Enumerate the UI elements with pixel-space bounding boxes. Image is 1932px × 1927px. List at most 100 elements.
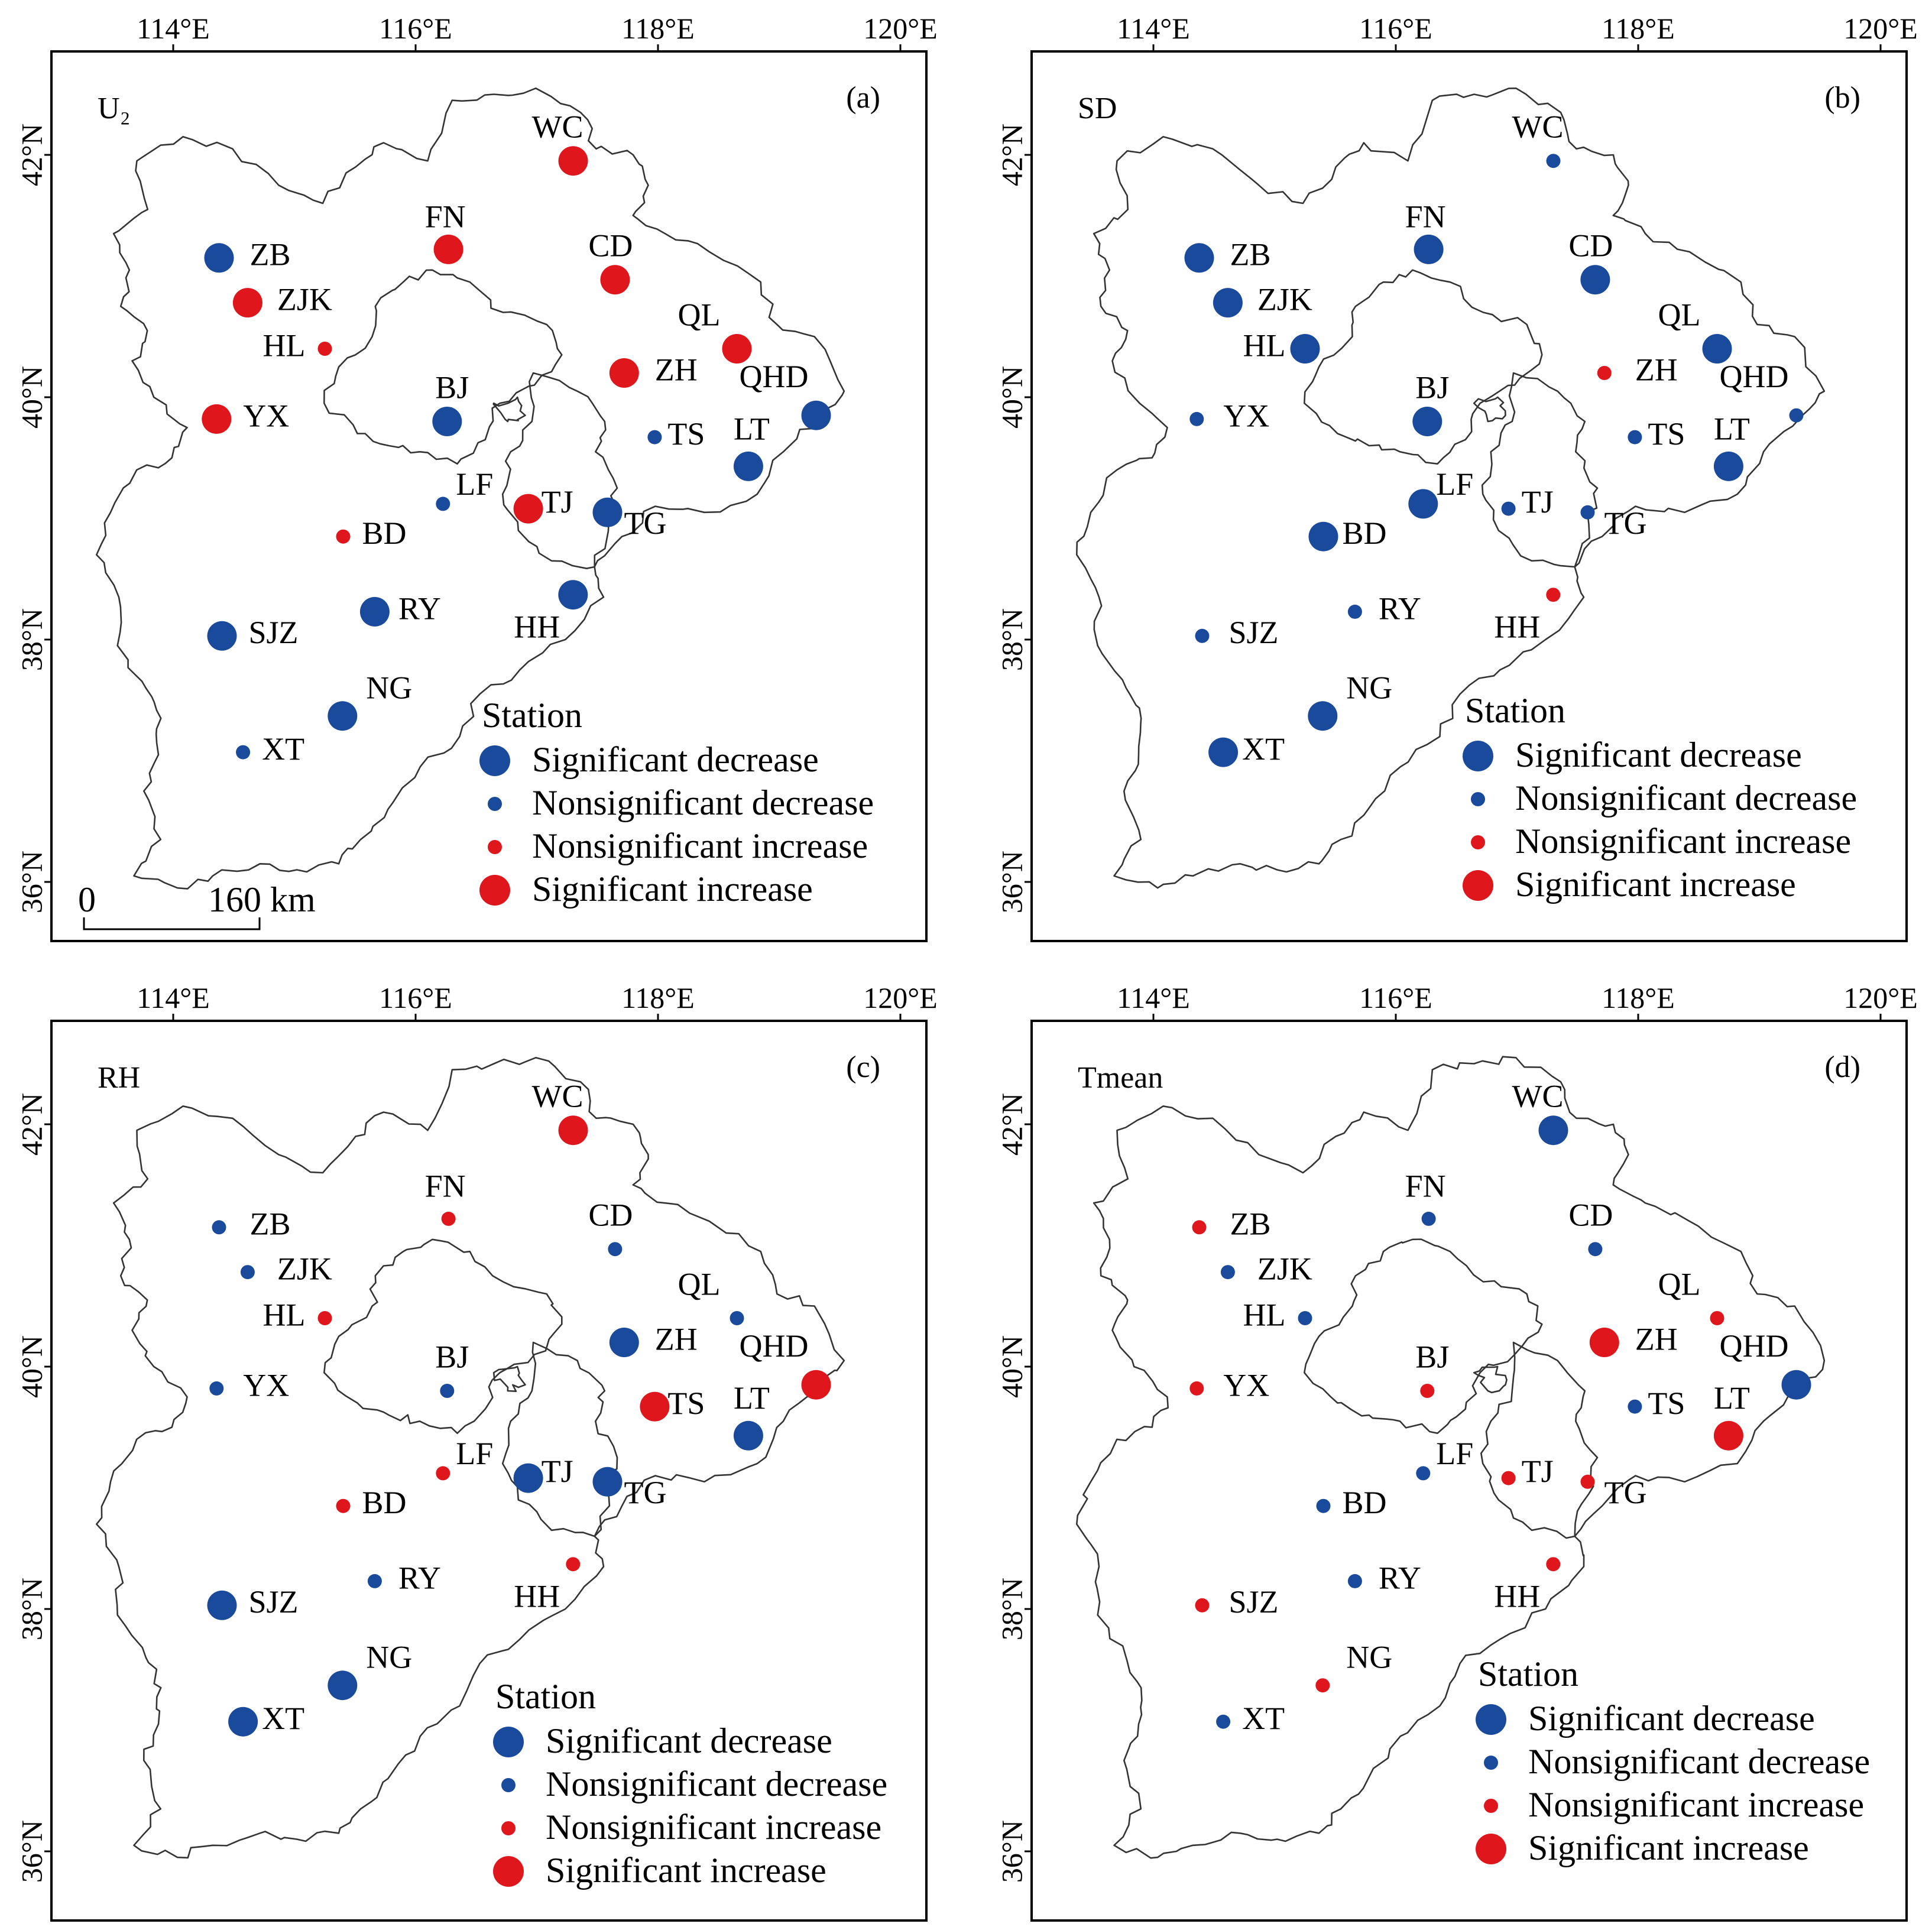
station-marker-tg: [1580, 1474, 1595, 1489]
panel-frame: [1030, 1020, 1908, 1922]
hebei-outline: [1076, 1056, 1826, 1859]
panel-variable-label: RH: [98, 1061, 140, 1095]
legend-symbol-nd: [1471, 792, 1485, 806]
station-marker-zjk: [1213, 288, 1243, 318]
station-marker-qhd: [801, 1370, 831, 1400]
panel-variable-label: SD: [1078, 92, 1117, 125]
station-label-qhd: QHD: [740, 1328, 809, 1364]
scale-bar: [83, 917, 261, 930]
station-marker-bd: [336, 1498, 351, 1513]
station-marker-bj: [1412, 407, 1442, 436]
legend-symbol-si: [1476, 1834, 1506, 1864]
legend-title: Station: [495, 1677, 596, 1716]
lon-tick-label: 118°E: [621, 981, 695, 1014]
enclave-outline: [492, 396, 526, 423]
station-label-yx: YX: [1223, 1367, 1269, 1403]
panel-tag: (b): [1824, 81, 1860, 115]
station-marker-tj: [1501, 501, 1516, 516]
station-label-tg: TG: [1604, 505, 1647, 541]
station-label-lt: LT: [734, 1380, 770, 1416]
station-label-sjz: SJZ: [249, 1584, 299, 1620]
station-marker-ry: [367, 1574, 382, 1588]
station-marker-cd: [600, 265, 630, 295]
legend-label: Significant increase: [1515, 865, 1796, 904]
lon-tick-label: 118°E: [621, 12, 695, 45]
station-marker-lt: [733, 1420, 763, 1451]
station-marker-ts: [640, 1391, 670, 1422]
station-label-zjk: ZJK: [277, 1251, 332, 1286]
station-marker-wc: [558, 146, 588, 176]
station-label-yx: YX: [1223, 398, 1269, 433]
station-label-ql: QL: [678, 297, 721, 332]
enclave-outline: [492, 1365, 526, 1392]
legend-label: Nonsignificant increase: [532, 826, 868, 865]
station-label-hh: HH: [1494, 1579, 1540, 1614]
station-label-cd: CD: [1568, 228, 1613, 264]
station-marker-ql: [722, 334, 752, 364]
station-marker-bd: [1308, 521, 1338, 552]
station-label-tg: TG: [624, 1475, 667, 1510]
station-label-yx: YX: [243, 1367, 289, 1403]
station-label-zb: ZB: [1230, 1206, 1271, 1242]
station-label-cd: CD: [588, 228, 633, 264]
legend-label: Significant decrease: [532, 740, 819, 779]
station-marker-hl: [317, 1311, 332, 1325]
station-marker-tj: [513, 1463, 543, 1493]
station-label-ry: RY: [398, 1560, 441, 1595]
map-panel-d: 114°E 116°E 118°E 120°E 36°N 38°N 40°N 42°N Tmea…: [995, 981, 1918, 1922]
hebei-outline: [1076, 87, 1826, 889]
lon-tick-label: 118°E: [1602, 981, 1675, 1014]
station-marker-yx: [209, 1381, 224, 1396]
station-marker-xt: [228, 1707, 258, 1737]
station-marker-qhd: [801, 400, 831, 430]
station-marker-yx: [1189, 411, 1204, 426]
station-label-hl: HL: [1243, 1297, 1286, 1332]
tianjin-outline: [501, 1341, 618, 1537]
station-label-xt: XT: [1242, 731, 1285, 767]
station-label-fn: FN: [1405, 199, 1446, 234]
station-label-yx: YX: [243, 398, 289, 433]
station-label-lt: LT: [1714, 411, 1750, 446]
lat-tick-label: 40°N: [15, 1335, 48, 1398]
lon-tick-label: 120°E: [1843, 981, 1918, 1014]
panel-tag: (d): [1824, 1050, 1860, 1084]
station-marker-fn: [433, 234, 463, 264]
station-marker-ng: [1315, 1678, 1330, 1693]
lat-tick-label: 36°N: [15, 851, 48, 913]
station-label-zh: ZH: [1635, 1321, 1678, 1357]
station-label-ts: TS: [667, 416, 705, 452]
station-label-wc: WC: [532, 109, 584, 145]
legend-label: Nonsignificant decrease: [1515, 778, 1857, 817]
lat-tick-label: 40°N: [995, 366, 1028, 429]
lat-tick-label: 36°N: [15, 1820, 48, 1883]
station-label-bj: BJ: [1415, 369, 1449, 405]
station-label-xt: XT: [1242, 1701, 1285, 1736]
panel-variable-label: Tmean: [1078, 1061, 1163, 1095]
beijing-outline: [1304, 1238, 1543, 1434]
station-marker-yx: [202, 404, 232, 434]
legend-symbol-ni: [1484, 1799, 1498, 1813]
lat-tick-label: 38°N: [15, 1578, 48, 1640]
lon-tick-label: 114°E: [137, 981, 210, 1014]
station-label-fn: FN: [425, 1168, 466, 1203]
station-label-xt: XT: [262, 731, 304, 767]
legend-label: Significant decrease: [1515, 735, 1802, 774]
legend-label: Nonsignificant decrease: [546, 1764, 887, 1803]
legend-label: Significant increase: [546, 1851, 826, 1890]
legend-label: Significant increase: [532, 870, 813, 909]
station-marker-ng: [328, 1670, 358, 1701]
station-marker-ql: [1702, 334, 1732, 364]
station-marker-fn: [441, 1211, 456, 1226]
station-label-lt: LT: [734, 411, 770, 446]
station-label-tj: TJ: [1522, 484, 1554, 520]
lat-tick-label: 42°N: [995, 1093, 1028, 1156]
station-label-zjk: ZJK: [1257, 1251, 1312, 1286]
scale-zero-label: 0: [78, 880, 96, 919]
station-marker-cd: [1588, 1242, 1603, 1257]
station-marker-hl: [317, 342, 332, 356]
station-label-cd: CD: [588, 1198, 633, 1233]
station-label-zh: ZH: [655, 1321, 698, 1357]
legend-title: Station: [1465, 691, 1565, 730]
station-marker-xt: [1208, 737, 1239, 767]
legend-symbol-si: [479, 875, 510, 906]
